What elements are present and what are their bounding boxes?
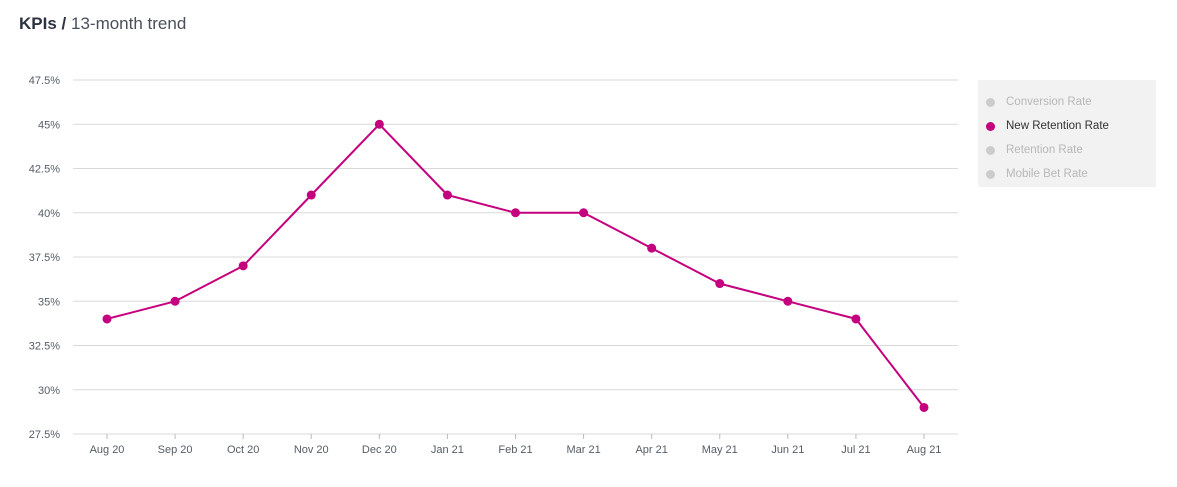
series-new-retention-rate [102,119,929,412]
y-tick-label: 37.5% [29,252,60,264]
y-tick-label: 42.5% [29,164,60,176]
legend-item-retention-rate[interactable]: Retention Rate [986,138,1156,162]
x-tick-label: Aug 20 [90,444,125,456]
data-point[interactable] [783,296,793,306]
legend-dot-icon [986,97,995,107]
line-chart: 27.5% 30% 32.5% 35% 37.5% 40% 42.5% 45% 47.5% Au… [29,75,958,456]
legend-label: Retention Rate [1006,144,1083,156]
legend-dot-icon [986,169,995,179]
x-axis-ticks: Aug 20 Sep 20 Oct 20 Nov 20 Dec 20 Jan 21 Feb … [90,434,942,456]
x-tick-label: Jun 21 [771,444,804,456]
x-tick-label: Jan 21 [431,444,464,456]
y-tick-label: 40% [38,208,60,220]
x-tick-label: Feb 21 [498,444,532,456]
y-axis-ticks: 27.5% 30% 32.5% 35% 37.5% 40% 42.5% 45% 47.5% [29,75,60,441]
legend-dot-icon [986,121,995,131]
x-tick-label: Mar 21 [566,444,600,456]
data-point[interactable] [442,190,452,200]
x-tick-label: May 21 [702,444,738,456]
data-point[interactable] [170,296,180,306]
y-tick-label: 35% [38,296,60,308]
y-tick-label: 32.5% [29,341,60,353]
x-tick-label: Nov 20 [294,444,329,456]
y-tick-label: 27.5% [29,429,60,441]
data-point[interactable] [715,279,725,289]
grid-lines [73,79,958,435]
legend-dot-icon [986,145,995,155]
legend-item-conversion-rate[interactable]: Conversion Rate [986,90,1156,114]
title-kpis: KPIs [19,14,57,33]
x-tick-label: Jul 21 [841,444,870,456]
data-point[interactable] [919,402,929,412]
data-point[interactable] [238,261,248,271]
legend-label: New Retention Rate [1006,120,1109,132]
legend-item-new-retention-rate[interactable]: New Retention Rate [986,114,1156,138]
legend-label: Conversion Rate [1006,96,1092,108]
x-tick-label: Sep 20 [158,444,193,456]
legend-label: Mobile Bet Rate [1006,168,1088,180]
data-point[interactable] [374,119,384,129]
x-tick-label: Apr 21 [635,444,667,456]
title-separator: / [61,14,67,33]
y-tick-label: 47.5% [29,75,60,87]
series-line [106,123,925,409]
y-tick-label: 30% [38,385,60,397]
data-point[interactable] [851,314,861,324]
legend: Conversion Rate New Retention Rate Reten… [978,80,1156,187]
x-tick-label: Aug 21 [907,444,942,456]
y-tick-label: 45% [38,119,60,131]
data-point[interactable] [647,243,657,253]
x-tick-label: Oct 20 [227,444,259,456]
title-subtitle: 13-month trend [71,14,187,33]
x-tick-label: Dec 20 [362,444,397,456]
data-point[interactable] [511,208,520,218]
data-point[interactable] [102,314,112,324]
data-point[interactable] [306,190,316,200]
data-point[interactable] [579,208,589,218]
legend-item-mobile-bet-rate[interactable]: Mobile Bet Rate [986,162,1156,186]
page-title: KPIs / 13-month trend [19,14,186,34]
